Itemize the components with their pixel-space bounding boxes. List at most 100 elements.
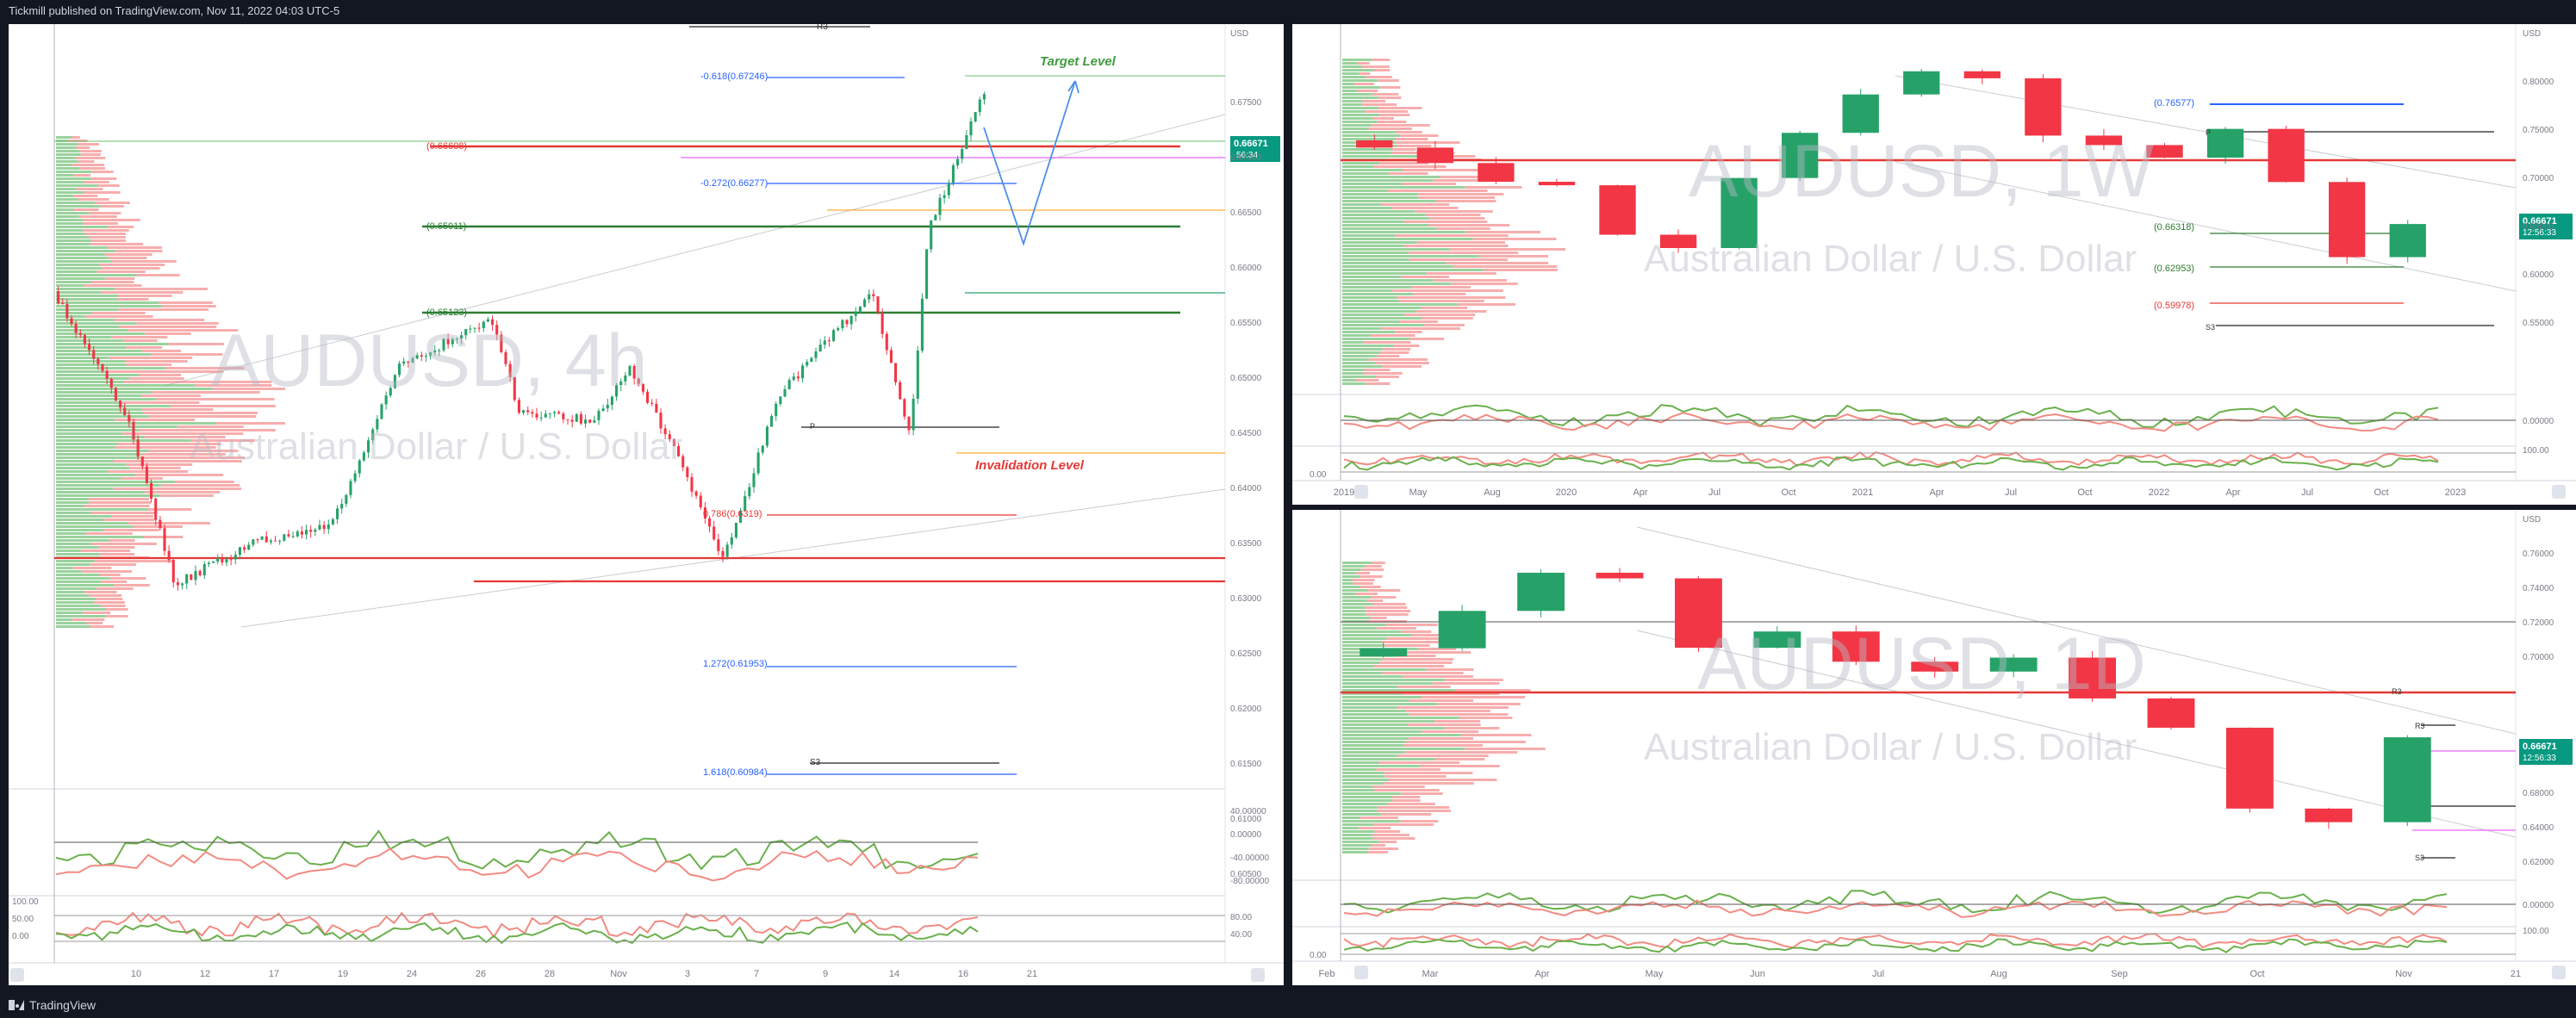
price-badge-value: 0.66671 [2523, 216, 2557, 227]
chart-1w-svg[interactable]: AUDUSD, 1W Australian Dollar / U.S. Doll… [1292, 24, 2576, 505]
volume-profile-bar [1342, 224, 1429, 227]
timezone-button[interactable] [1354, 485, 1368, 499]
volume-profile-bar [1360, 575, 1383, 578]
volume-profile-bar [56, 422, 216, 425]
price-tick: 0.65000 [1230, 374, 1262, 383]
volume-profile-bar [98, 546, 135, 549]
volume-profile-bar [1342, 186, 1465, 189]
chart-pane-1w[interactable]: AUDUSD, 1W Australian Dollar / U.S. Doll… [1292, 24, 2576, 505]
level-label-r3: R3 [817, 24, 828, 32]
volume-profile-bar [56, 157, 76, 159]
volume-profile-bar [1342, 369, 1365, 371]
volume-profile-bar [56, 215, 79, 218]
volume-profile-bar [56, 177, 91, 180]
chart-1d-svg[interactable]: AUDUSD, 1D Australian Dollar / U.S. Doll… [1292, 510, 2576, 985]
volume-profile-bar [1342, 69, 1374, 71]
volume-profile-bar [1342, 203, 1382, 206]
volume-profile-bar [159, 494, 214, 497]
volume-profile-bar [139, 374, 182, 376]
volume-profile-bar [1342, 779, 1389, 781]
candle-body [854, 311, 857, 316]
timezone-button[interactable] [1354, 965, 1368, 979]
volume-profile-bar [91, 281, 134, 283]
price-axis[interactable]: USD 0.80000 0.75000 0.70000 0.65000 0.60000 0.… [2523, 29, 2554, 328]
candle-body [57, 291, 60, 304]
volume-profile-bar [84, 505, 150, 507]
price-axis[interactable]: USD 0.76000 0.74000 0.72000 0.70000 0.68000 0.… [2523, 515, 2554, 867]
volume-profile-bar [56, 591, 84, 593]
auto-scale-button[interactable] [1251, 968, 1265, 982]
volume-profile-bar [56, 491, 145, 493]
volume-profile-bar [142, 408, 214, 411]
time-tick: Mar [1422, 969, 1439, 979]
volume-profile-bar [1397, 754, 1489, 757]
candle-body [2383, 737, 2431, 822]
volume-profile-bar [56, 250, 115, 252]
time-tick: 2023 [2445, 487, 2466, 498]
time-axis[interactable]: 10 12 17 19 24 26 28 Nov 3 7 9 14 16 21 [131, 969, 1037, 979]
candle-body [455, 338, 458, 340]
volume-profile-bar [101, 580, 128, 583]
osc-tick: 0.00 [1310, 951, 1327, 960]
volume-profile-bar [56, 188, 77, 190]
tradingview-brand[interactable]: TradingView [9, 998, 96, 1012]
volume-profile-bar [129, 377, 184, 380]
volume-profile-bar [56, 136, 72, 139]
candle-body [562, 413, 565, 419]
candle-body [274, 540, 277, 542]
chart-pane-4h[interactable]: AUDUSD, 4h Australian Dollar / U.S. Doll… [9, 24, 1284, 985]
volume-profile-bar [1417, 193, 1504, 196]
chart-4h-svg[interactable]: AUDUSD, 4h Australian Dollar / U.S. Doll… [9, 24, 1284, 985]
volume-profile-bar [1342, 183, 1403, 185]
candle-body [717, 539, 720, 551]
osc-tick: -40.00000 [1230, 854, 1269, 863]
timezone-button[interactable] [10, 968, 24, 982]
volume-profile-bar [1342, 751, 1405, 754]
volume-profile-bar [86, 622, 103, 624]
volume-profile-bar [1379, 351, 1409, 354]
volume-profile-bar [1342, 358, 1369, 361]
volume-profile-bar [56, 233, 85, 235]
volume-profile-bar [1465, 186, 1522, 189]
auto-scale-button[interactable] [2552, 965, 2566, 979]
price-tick: 0.74000 [2523, 584, 2554, 593]
chart-pane-1d[interactable]: AUDUSD, 1D Australian Dollar / U.S. Doll… [1292, 510, 2576, 985]
candle-body [912, 398, 915, 431]
price-badge-timer: 12:56:33 [2523, 228, 2556, 238]
volume-profile-bar [1397, 686, 1451, 688]
candle-body [327, 524, 330, 530]
candle-body [1903, 71, 1940, 95]
volume-profile-bar [1342, 582, 1353, 585]
volume-profile-bar [136, 274, 180, 276]
volume-profile-bar [1401, 651, 1472, 654]
candle-body [500, 334, 503, 352]
volume-profile-bar [78, 198, 109, 201]
volume-profile-bar [1372, 844, 1385, 847]
volume-profile-bar [56, 512, 91, 514]
volume-profile-bar [1388, 779, 1497, 781]
volume-profile-bar [56, 322, 137, 325]
volume-profile-bar [1418, 196, 1496, 199]
time-tick: Aug [1990, 969, 2007, 979]
candle-body [818, 345, 822, 352]
candle-body [841, 320, 844, 329]
auto-scale-button[interactable] [2552, 485, 2566, 499]
time-tick: May [1646, 969, 1664, 979]
time-axis[interactable]: Feb Mar Apr May Jun Jul Aug Sep Oct Nov 21 [1319, 969, 2522, 979]
volume-profile-bar [56, 160, 78, 163]
volume-profile-bar [56, 601, 95, 604]
volume-profile-bar [1380, 86, 1401, 89]
volume-profile-bar [1409, 258, 1508, 261]
candle-body [198, 570, 202, 576]
time-axis[interactable]: 2019 May Aug 2020 Apr Jul Oct 2021 Apr Jul Oct 2022… [1334, 487, 2466, 498]
price-axis[interactable]: USD 0.67500 0.67000 0.66500 0.66000 0.65500 0.… [1230, 29, 1262, 879]
price-tick: 0.66500 [1230, 208, 1262, 218]
candle-body [88, 344, 91, 351]
level-label-066608: (0.66608) [426, 141, 467, 152]
candle-body [1596, 573, 1644, 579]
volume-profile-bar [1409, 737, 1474, 740]
volume-profile-bar [1446, 262, 1549, 264]
time-tick: Feb [1319, 969, 1335, 979]
volume-profile-bar [1342, 686, 1398, 688]
volume-profile-bar [1365, 565, 1382, 568]
